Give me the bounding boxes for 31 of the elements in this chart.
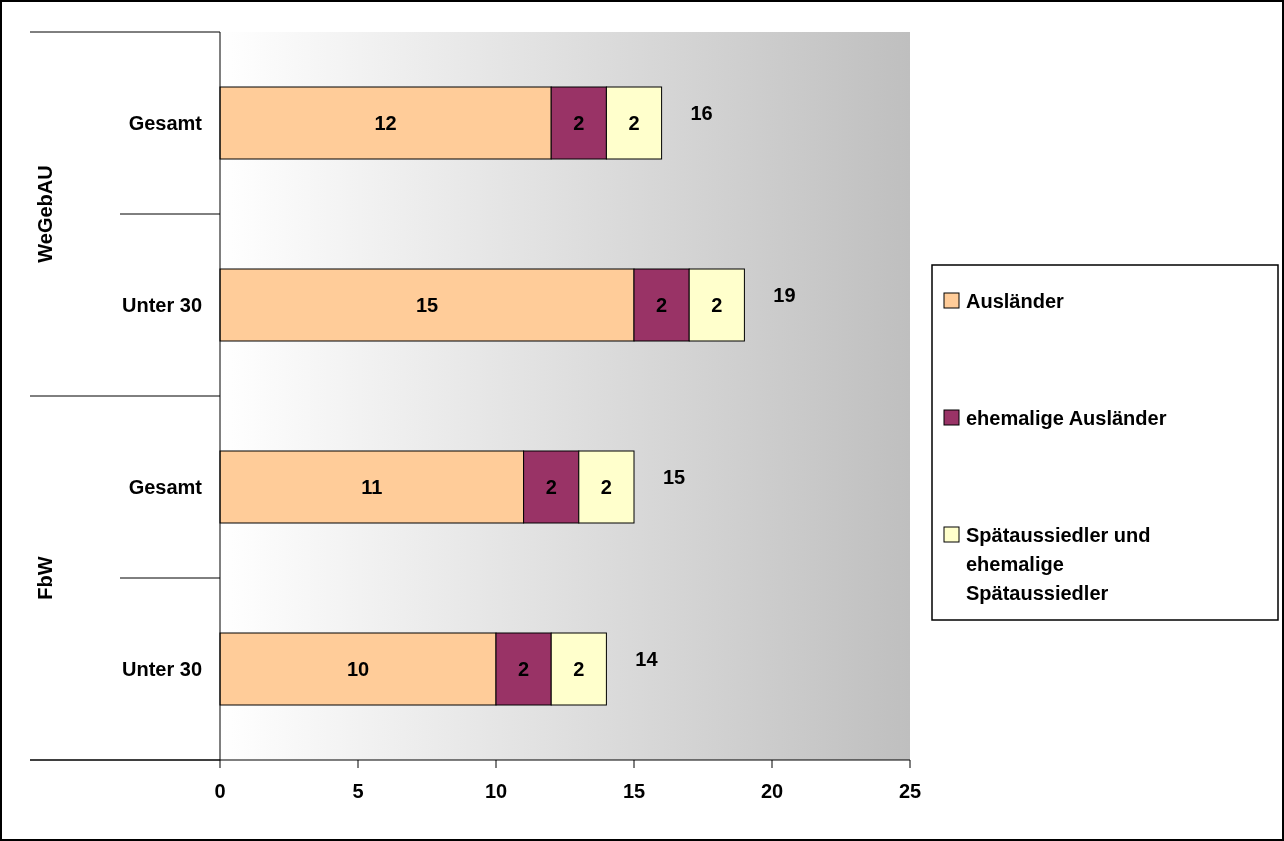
text: FbW bbox=[34, 556, 56, 600]
x-tick-label: 25 bbox=[898, 780, 922, 802]
total-label: 19 bbox=[773, 284, 796, 306]
legend-label: Spätaussiedler und ehemalige Spätaussiedler bbox=[966, 524, 1151, 604]
data-label: 2 bbox=[656, 294, 668, 316]
legend-label: ehemalige Ausländer bbox=[966, 407, 1167, 429]
data-label: 2 bbox=[573, 658, 585, 680]
y-tick-label: Unter 30 bbox=[121, 294, 202, 316]
y-tick-label: Gesamt bbox=[128, 476, 203, 498]
data-label: 2 bbox=[545, 476, 557, 498]
data-label: 2 bbox=[518, 658, 530, 680]
data-label: 11 bbox=[361, 476, 383, 498]
text: WeGebAU bbox=[34, 165, 56, 263]
data-label: 10 bbox=[346, 658, 370, 680]
data-label: 2 bbox=[573, 112, 585, 134]
x-tick-label: 10 bbox=[484, 780, 508, 802]
data-label: 2 bbox=[628, 112, 640, 134]
data-label: 2 bbox=[711, 294, 723, 316]
total-label: 14 bbox=[635, 648, 659, 670]
x-tick-label: 15 bbox=[622, 780, 646, 802]
y-tick-label: Unter 30 bbox=[121, 658, 202, 680]
total-label: 16 bbox=[690, 102, 713, 124]
x-tick-label: 0 bbox=[214, 780, 226, 802]
total-label: 15 bbox=[662, 466, 686, 488]
x-tick-label: 20 bbox=[760, 780, 784, 802]
data-label: 2 bbox=[600, 476, 612, 498]
y-tick-label: Gesamt bbox=[128, 112, 203, 134]
legend-label: Ausländer bbox=[966, 290, 1065, 312]
data-label: 12 bbox=[374, 112, 397, 134]
x-tick-label: 5 bbox=[352, 780, 364, 802]
data-label: 15 bbox=[415, 294, 439, 316]
